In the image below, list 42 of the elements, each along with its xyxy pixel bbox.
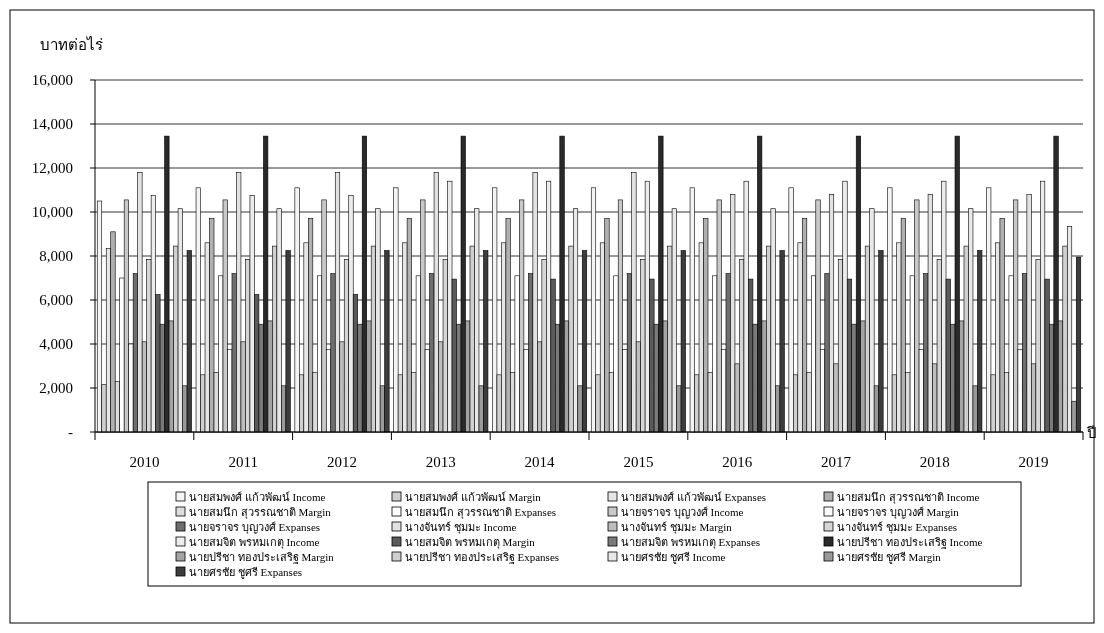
x-tick-label: 2013	[425, 454, 456, 470]
x-tick-label: 2019	[1018, 454, 1049, 470]
legend-label: นายสมนึก สุวรรณชาติ Income	[837, 490, 980, 504]
legend-label: นายศรชัย ชูศรี Margin	[837, 550, 942, 564]
legend-label: นายสมพงศ์ แก้วพัฒน์ Income	[189, 490, 326, 503]
legend-label: นายจราจร บุญวงศ์ Income	[621, 505, 744, 519]
legend-label: นายปรีชา ทองประเสริฐ Expanses	[405, 550, 560, 564]
legend-label: นายจราจร บุญวงศ์ Margin	[837, 505, 960, 519]
legend-label: นางจันทร์ ชุมมะ Expanses	[837, 520, 958, 534]
legend-label: นายสมจิต พรหมเกตุ Margin	[405, 535, 536, 549]
legend-label: นายสมจิต พรหมเกตุ Income	[189, 535, 320, 549]
y-tick-label: -	[68, 424, 73, 441]
legend-label: นายสมนึก สุวรรณชาติ Expanses	[405, 505, 557, 519]
x-tick-label: 2015	[623, 454, 654, 470]
y-tick-label: 14,000	[31, 116, 73, 133]
y-tick-label: 8,000	[39, 248, 73, 265]
x-tick-label: 2010	[129, 454, 160, 470]
x-tick-label: 2014	[524, 454, 556, 470]
x-tick-label: 2016	[722, 454, 753, 470]
x-tick-label: 2011	[228, 454, 258, 470]
y-axis-title: บาทต่อไร่	[40, 36, 103, 53]
legend-label: นายศรชัย ชูศรี Expanses	[189, 565, 303, 579]
legend-label: นายปรีชา ทองประเสริฐ Margin	[189, 550, 335, 564]
y-tick-label: 6,000	[39, 292, 73, 309]
legend-label: นายศรชัย ชูศรี Income	[621, 550, 726, 564]
y-tick-label: 4,000	[39, 336, 73, 353]
legend-label: นายสมนึก สุวรรณชาติ Margin	[189, 505, 332, 519]
y-tick-label: 12,000	[31, 160, 73, 177]
x-tick-label: 2017	[821, 454, 852, 470]
y-tick-label: 10,000	[31, 204, 73, 221]
x-axis-title: ปี	[1086, 425, 1097, 441]
legend-label: นางจันทร์ ชุมมะ Margin	[621, 520, 733, 534]
x-tick-label: 2018	[919, 454, 950, 470]
legend-label: นายสมพงศ์ แก้วพัฒน์ Margin	[405, 490, 542, 503]
y-tick-label: 2,000	[39, 380, 73, 397]
legend-label: นายสมจิต พรหมเกตุ Expanses	[621, 535, 761, 549]
legend-label: นางจันทร์ ชุมมะ Income	[405, 520, 517, 534]
legend-label: นายจราจร บุญวงศ์ Expanses	[189, 520, 321, 534]
legend-label: นายสมพงศ์ แก้วพัฒน์ Expanses	[621, 490, 767, 503]
y-tick-label: 16,000	[31, 72, 73, 89]
x-tick-label: 2012	[327, 454, 357, 470]
legend-label: นายปรีชา ทองประเสริฐ Income	[837, 535, 983, 549]
